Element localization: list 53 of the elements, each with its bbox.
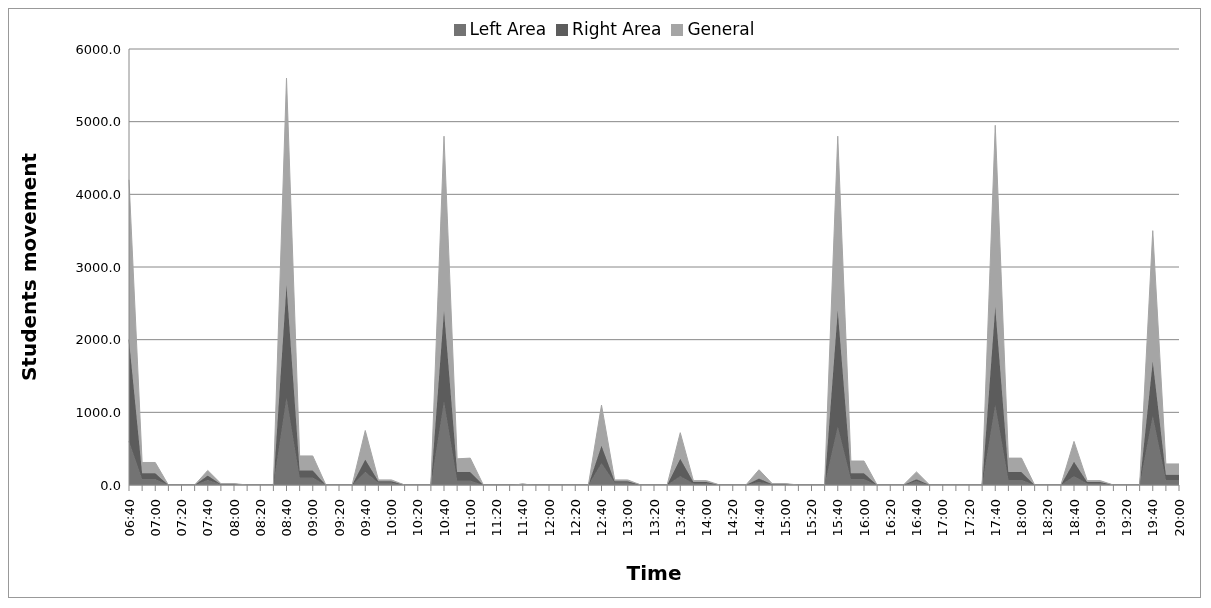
x-tick-label: 19:40 [1145,499,1161,537]
x-tick-label: 16:00 [856,499,872,537]
x-tick-label: 16:40 [909,499,924,537]
y-tick-label: 2000.0 [75,332,121,348]
x-tick-label: 19:20 [1119,499,1134,537]
x-tick-label: 11:20 [489,499,504,537]
x-tick-label: 14:40 [751,499,767,537]
x-axis-title: Time [626,561,682,585]
y-tick-label: 5000.0 [75,114,121,130]
x-tick-label: 18:40 [1066,499,1082,537]
y-tick-label: 3000.0 [75,259,121,275]
x-tick-label: 08:20 [252,499,268,537]
y-tick-label: 4000.0 [75,186,121,202]
x-tick-label: 17:20 [961,499,977,537]
y-axis-title: Students movement [17,152,42,382]
x-tick-label: 09:00 [305,499,321,537]
x-tick-label: 13:40 [672,499,688,537]
x-tick-label: 06:40 [121,499,137,537]
legend-label: Left Area [469,19,547,39]
x-tick-label: 07:00 [147,499,163,537]
x-tick-label: 17:00 [935,499,951,537]
x-tick-label: 11:40 [515,499,531,537]
x-tick-label: 14:20 [725,499,741,537]
x-tick-label: 07:40 [200,499,216,537]
y-tick-label: 6000.0 [75,41,121,57]
x-tick-label: 10:00 [384,499,399,537]
x-tick-label: 10:20 [410,499,426,537]
x-tick-label: 13:20 [646,499,662,537]
x-tick-label: 07:20 [174,499,189,537]
x-tick-label: 15:20 [804,499,819,537]
x-tick-label: 16:20 [882,499,898,537]
x-tick-label: 08:00 [226,499,242,537]
y-tick-label: 1000.0 [75,404,121,420]
x-tick-label: 15:40 [830,499,846,537]
x-tick-label: 19:00 [1092,499,1108,537]
x-tick-label: 17:40 [987,499,1003,537]
legend-label: Right Area [572,19,662,39]
x-tick-label: 20:00 [1171,499,1187,537]
x-tick-label: 09:20 [331,499,347,537]
x-tick-label: 15:00 [777,499,793,537]
x-tick-label: 12:40 [594,499,609,537]
x-tick-label: 12:00 [541,499,557,537]
legend-label: General [687,19,755,39]
x-tick-label: 14:00 [699,499,714,537]
x-tick-label: 08:40 [279,499,294,537]
y-tick-label: 0.0 [100,477,121,493]
x-tick-label: 09:40 [357,499,373,537]
x-tick-label: 12:20 [567,499,583,537]
x-tick-label: 11:00 [462,499,478,537]
x-tick-label: 10:40 [436,499,452,537]
x-tick-label: 18:20 [1040,499,1056,537]
x-tick-label: 18:00 [1014,499,1029,537]
x-tick-label: 13:00 [620,499,636,537]
